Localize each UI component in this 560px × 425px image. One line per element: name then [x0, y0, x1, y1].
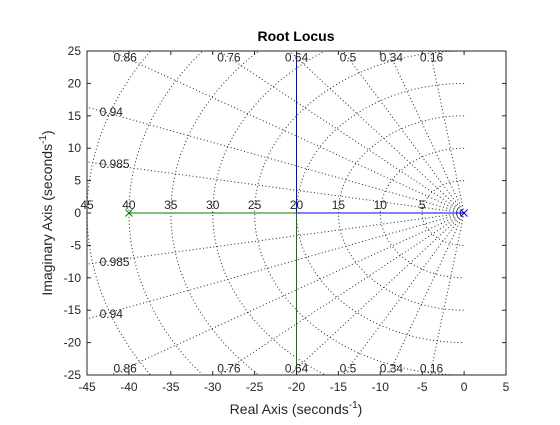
pole-marker-2 — [125, 209, 133, 217]
damping-label-0.76: 0.76 — [217, 50, 241, 64]
chart-title: Root Locus — [258, 28, 335, 44]
x-tick-label: -40 — [120, 380, 138, 394]
damping-label-0.94: 0.94 — [100, 307, 124, 321]
frequency-label-30: 30 — [206, 198, 220, 212]
y-axis-title-text: Imaginary Axis (seconds — [39, 144, 55, 296]
pole-marker-stroke — [125, 209, 133, 217]
y-tick-label: 15 — [68, 109, 82, 123]
x-tick-label: -5 — [417, 380, 428, 394]
frequency-label-40: 40 — [122, 198, 136, 212]
y-axis-exponent: -1 — [38, 135, 49, 144]
damping-grid-ray — [87, 106, 465, 214]
pole-marker-stroke — [460, 209, 468, 217]
damping-label-0.76: 0.76 — [217, 362, 241, 376]
y-tick-label: 0 — [74, 206, 81, 220]
damping-label-0.34: 0.34 — [380, 50, 404, 64]
locus-branches — [125, 51, 468, 375]
x-tick-label: -30 — [204, 380, 222, 394]
grid-labels: 510152025303540450.160.160.340.340.50.50… — [80, 50, 443, 375]
damping-label-0.64: 0.64 — [285, 50, 309, 64]
damping-grid-ray — [387, 212, 465, 375]
y-tick-label: 5 — [74, 174, 81, 188]
x-axis-close-paren: ) — [358, 401, 363, 417]
axis-ticks: -45 -40 -35 -30 -25 -20 -15 -10 -5 0 5 -25 -20 -15 -10… — [64, 44, 510, 394]
x-tick-label: -45 — [78, 380, 96, 394]
y-tick-label: -15 — [64, 303, 82, 317]
y-tick-label: -25 — [64, 368, 82, 382]
damping-label-0.94: 0.94 — [100, 105, 124, 119]
frequency-label-20: 20 — [290, 198, 304, 212]
damping-label-0.64: 0.64 — [285, 362, 309, 376]
y-tick-label: 10 — [68, 141, 82, 155]
damping-label-0.5: 0.5 — [340, 362, 357, 376]
locus-branch-2 — [128, 212, 297, 375]
damping-label-0.86: 0.86 — [113, 362, 137, 376]
y-tick-label: 20 — [68, 76, 82, 90]
damping-grid-ray — [342, 212, 465, 375]
x-tick-label: 0 — [461, 380, 468, 394]
frequency-label-5: 5 — [419, 198, 426, 212]
x-axis-title-text: Real Axis (seconds — [230, 401, 349, 417]
x-tick-label: -10 — [372, 380, 390, 394]
y-tick-label: -20 — [64, 336, 82, 350]
y-axis-close-paren: ) — [39, 130, 55, 135]
x-tick-label: -20 — [288, 380, 306, 394]
frequency-label-25: 25 — [248, 198, 262, 212]
damping-label-0.985: 0.985 — [100, 157, 130, 171]
damping-label-0.16: 0.16 — [420, 362, 444, 376]
damping-label-0.86: 0.86 — [113, 50, 137, 64]
frequency-label-10: 10 — [374, 198, 388, 212]
x-tick-label: -35 — [162, 380, 180, 394]
damping-label-0.16: 0.16 — [420, 50, 444, 64]
x-tick-label: -25 — [246, 380, 264, 394]
x-tick-label: -15 — [330, 380, 348, 394]
x-axis-exponent: -1 — [349, 400, 358, 411]
damping-grid-ray — [342, 51, 465, 214]
y-tick-label: 25 — [68, 44, 82, 58]
y-tick-label: -10 — [64, 271, 82, 285]
damping-label-0.985: 0.985 — [100, 255, 130, 269]
pole-marker-1 — [460, 209, 468, 217]
frequency-label-35: 35 — [164, 198, 178, 212]
frequency-label-15: 15 — [332, 198, 346, 212]
damping-label-0.5: 0.5 — [340, 50, 357, 64]
y-tick-label: -5 — [70, 238, 81, 252]
x-axis-title: Real Axis (seconds-1) — [230, 400, 363, 417]
damping-label-0.34: 0.34 — [380, 362, 404, 376]
damping-grid-ray — [87, 212, 465, 320]
y-axis-title: Imaginary Axis (seconds-1) — [38, 130, 55, 295]
damping-grid-ray — [387, 51, 465, 214]
x-tick-label: 5 — [503, 380, 510, 394]
